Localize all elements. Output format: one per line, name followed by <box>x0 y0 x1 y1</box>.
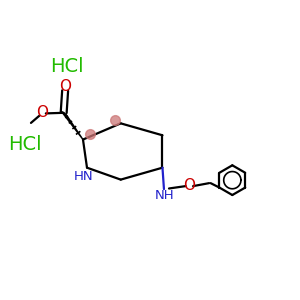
Text: NH: NH <box>155 189 175 202</box>
Polygon shape <box>61 111 83 140</box>
Text: HN: HN <box>74 169 94 182</box>
Text: HCl: HCl <box>50 57 84 76</box>
Text: HCl: HCl <box>8 135 42 154</box>
Text: O: O <box>36 105 48 120</box>
Text: O: O <box>59 79 71 94</box>
Text: O: O <box>184 178 196 193</box>
